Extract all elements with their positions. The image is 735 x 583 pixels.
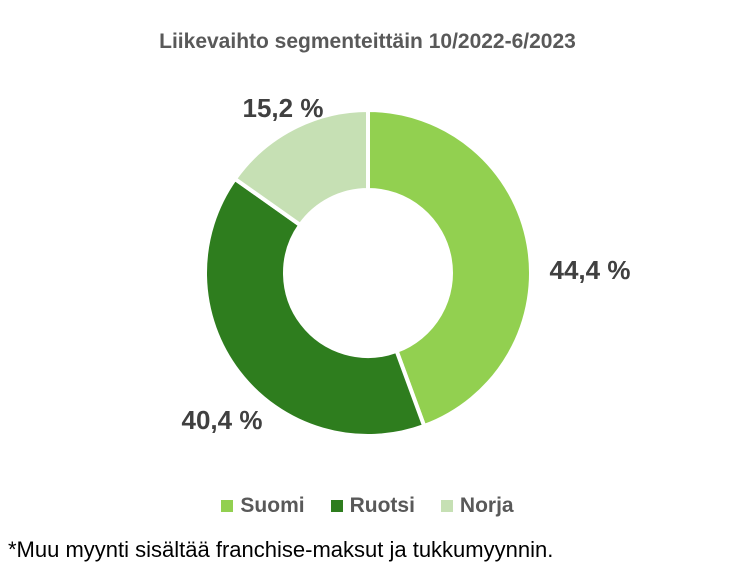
legend-label-suomi: Suomi (240, 494, 305, 517)
legend-item-norja: Norja (440, 494, 514, 518)
legend-swatch-norja (440, 500, 453, 512)
legend-label-ruotsi: Ruotsi (349, 494, 415, 517)
data-label-suomi: 44,4 % (550, 255, 631, 285)
legend-label-norja: Norja (459, 494, 514, 517)
legend-swatch-ruotsi (330, 500, 343, 512)
donut-slice-norja (232, 107, 370, 228)
data-label-ruotsi: 40,4 % (182, 405, 263, 435)
donut-slice-ruotsi (203, 176, 427, 438)
chart-legend: Suomi Ruotsi Norja (0, 494, 735, 518)
donut-slice-suomi (366, 107, 533, 429)
footnote: *Muu myynti sisältää franchise-maksut ja… (8, 537, 554, 562)
chart-title: Liikevaihto segmenteittäin 10/2022-6/202… (159, 30, 576, 53)
data-label-norja: 15,2 % (243, 93, 324, 123)
legend-item-ruotsi: Ruotsi (330, 494, 415, 518)
legend-swatch-suomi (221, 500, 234, 512)
legend-item-suomi: Suomi (221, 494, 305, 518)
